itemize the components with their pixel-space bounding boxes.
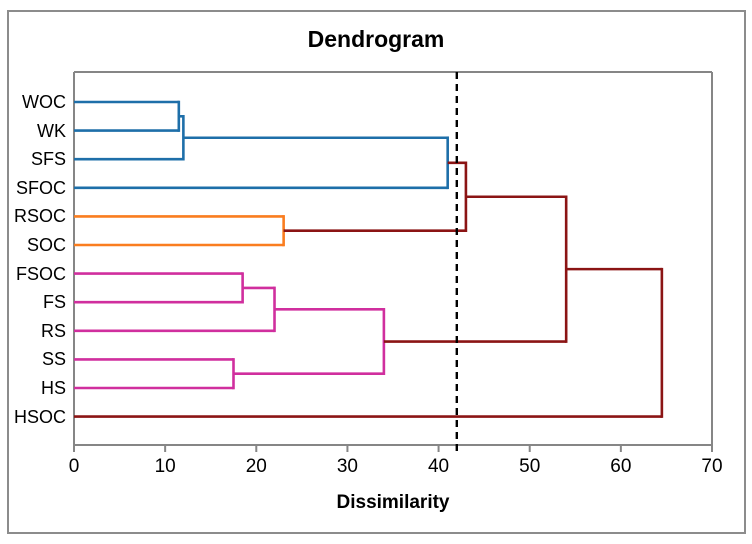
x-tick-label-40: 40	[427, 456, 450, 477]
x-tick-label-70: 70	[701, 456, 723, 477]
leaf-label-woc: WOC	[22, 92, 66, 112]
x-tick-label-10: 10	[154, 456, 176, 477]
x-tick-label-60: 60	[610, 456, 632, 477]
leaf-label-hsoc: HSOC	[13, 406, 66, 427]
x-tick-label-30: 30	[336, 456, 358, 477]
x-tick-label-0: 0	[68, 456, 80, 477]
x-tick-label-20: 20	[245, 456, 267, 477]
x-tick-label-50: 50	[519, 456, 541, 477]
leaf-label-ss: SS	[41, 349, 66, 370]
leaf-label-sfoc: SFOC	[15, 177, 66, 198]
leaf-label-rsoc: RSOC	[13, 206, 66, 227]
leaf-label-soc: SOC	[26, 235, 66, 255]
chart-title: Dendrogram	[307, 26, 445, 52]
x-axis-title: Dissimilarity	[336, 492, 450, 513]
leaf-label-fs: FS	[42, 292, 66, 313]
figure-border	[7, 10, 746, 534]
leaf-label-wk: WK	[37, 120, 66, 141]
leaf-label-fsoc: FSOC	[15, 263, 66, 284]
leaf-label-sfs: SFS	[30, 149, 66, 170]
leaf-label-rs: RS	[40, 320, 66, 341]
leaf-label-hs: HS	[40, 378, 66, 398]
